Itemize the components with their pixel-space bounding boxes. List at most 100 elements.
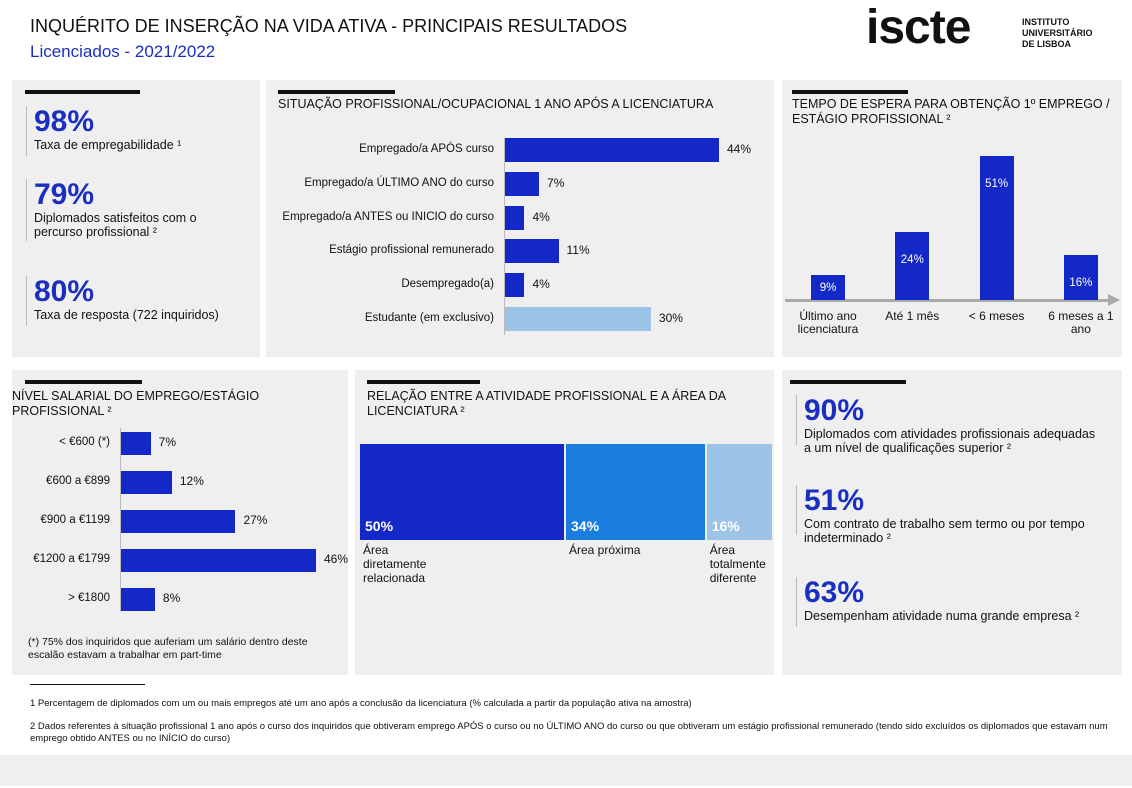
value-label: 4%	[532, 277, 550, 292]
category-label: < €600 (*)	[59, 436, 110, 448]
bar	[121, 509, 236, 533]
category-label: Empregado/a ANTES ou INICIO do curso	[282, 210, 494, 223]
rule	[792, 90, 908, 94]
panel	[782, 370, 1122, 675]
subtitle: Licenciados - 2021/2022	[30, 42, 216, 61]
category-label: Área diretamente relacionada	[363, 543, 427, 585]
kpi-label: Desempenham atividade numa grande empres…	[804, 609, 1080, 623]
chart-title: SITUAÇÃO PROFISSIONAL/OCUPACIONAL 1 ANO …	[278, 97, 714, 111]
rule	[278, 90, 395, 94]
footnote-rule	[30, 684, 145, 685]
value-label: 46%	[324, 552, 349, 566]
bar	[979, 156, 1014, 300]
category-label: Área próxima	[569, 543, 641, 557]
bar	[121, 587, 155, 611]
bar	[811, 274, 845, 300]
kpi-label: Diplomados satisfeitos com o percurso pr…	[34, 211, 197, 239]
kpi-accent	[796, 485, 797, 535]
bar	[121, 470, 172, 494]
bar	[505, 307, 651, 331]
value-label: 24%	[900, 254, 924, 267]
value-label: 9%	[819, 281, 837, 294]
value-label: 27%	[243, 513, 268, 527]
category-label: Empregado/a ÚLTIMO ANO do curso	[304, 176, 494, 189]
value-label: 4%	[532, 209, 550, 224]
kpi-value: 80%	[34, 275, 95, 308]
value-label: 50%	[365, 518, 394, 534]
value-label: 7%	[547, 175, 565, 190]
axis-arrow	[1108, 294, 1120, 306]
bar-segment	[360, 444, 564, 540]
logo: iscte	[866, 1, 971, 54]
bar	[121, 431, 151, 455]
axis-line	[120, 428, 121, 612]
chart-title: RELAÇÃO ENTRE A ATIVIDADE PROFISSIONAL E…	[367, 389, 726, 418]
panel	[12, 80, 260, 357]
kpi-value: 51%	[804, 484, 865, 517]
logo-line: UNIVERSITÁRIO	[1022, 28, 1093, 38]
value-label: 12%	[179, 474, 204, 488]
footer-band	[0, 755, 1132, 786]
rule	[25, 380, 142, 384]
rule	[367, 380, 480, 384]
category-label: Estágio profissional remunerado	[329, 244, 494, 257]
panel	[782, 80, 1122, 357]
kpi-accent	[796, 577, 797, 627]
category-label: €900 a €1199	[40, 514, 111, 526]
bar	[505, 205, 525, 230]
category-label: 6 meses a 1 ano	[1048, 309, 1114, 336]
value-label: 8%	[162, 591, 181, 605]
chart-note: (*) 75% dos inquiridos que auferiam um s…	[28, 636, 308, 661]
value-label: 30%	[658, 311, 683, 325]
footnote: 2 Dados referentes à situação profission…	[30, 721, 1108, 744]
category-label: Até 1 mês	[885, 309, 940, 323]
value-label: 51%	[985, 178, 1009, 190]
category-label: Estudante (em exclusivo)	[364, 312, 494, 324]
kpi-value: 63%	[804, 576, 865, 609]
category-label: Último ano licenciatura	[797, 309, 859, 336]
kpi-value: 79%	[34, 178, 95, 211]
category-label: Empregado/a APÓS curso	[359, 143, 494, 155]
title: INQUÉRITO DE INSERÇÃO NA VIDA ATIVA - PR…	[30, 16, 628, 36]
axis-line	[504, 138, 505, 335]
kpi-accent	[26, 106, 27, 156]
rule	[25, 90, 140, 94]
category-label: > €1800	[68, 592, 110, 604]
bar	[505, 273, 525, 298]
category-label: €600 a €899	[46, 475, 110, 487]
bar	[505, 171, 540, 196]
value-label: 44%	[727, 142, 752, 156]
kpi-label: Taxa de resposta (722 inquiridos)	[34, 308, 219, 322]
logo-line: DE LISBOA	[1022, 39, 1072, 49]
category-label: Área totalmente diferente	[709, 543, 766, 585]
category-label: < 6 meses	[968, 309, 1025, 323]
chart-title: NÍVEL SALARIAL DO EMPREGO/ESTÁGIO PROFIS…	[12, 389, 260, 418]
kpi-accent	[26, 179, 27, 241]
kpi-value: 90%	[804, 394, 865, 427]
bar	[895, 232, 930, 300]
logo-line: INSTITUTO	[1022, 17, 1070, 27]
bar	[505, 138, 719, 162]
value-label: 11%	[566, 243, 590, 258]
kpi-accent	[796, 395, 797, 445]
value-label: 16%	[711, 518, 740, 534]
kpi-accent	[26, 276, 27, 326]
category-label: Desempregado(a)	[401, 278, 494, 291]
kpi-label: Com contrato de trabalho sem termo ou po…	[804, 517, 1085, 545]
kpi-label: Diplomados com atividades profissionais …	[804, 427, 1096, 455]
kpi-label: Taxa de empregabilidade ¹	[34, 138, 182, 152]
category-label: €1200 a €1799	[33, 553, 110, 565]
value-label: 16%	[1069, 276, 1093, 289]
bar	[1063, 254, 1098, 300]
chart-title: TEMPO DE ESPERA PARA OBTENÇÃO 1º EMPREGO…	[792, 97, 1110, 126]
axis-line	[785, 299, 1110, 302]
bar-segment	[566, 444, 705, 540]
bar	[505, 239, 559, 264]
value-label: 34%	[571, 518, 600, 534]
bar-segment	[706, 444, 772, 540]
kpi-value: 98%	[34, 105, 95, 138]
rule	[790, 380, 906, 384]
footnote: 1 Percentagem de diplomados com um ou ma…	[30, 698, 692, 709]
value-label: 7%	[158, 435, 177, 449]
